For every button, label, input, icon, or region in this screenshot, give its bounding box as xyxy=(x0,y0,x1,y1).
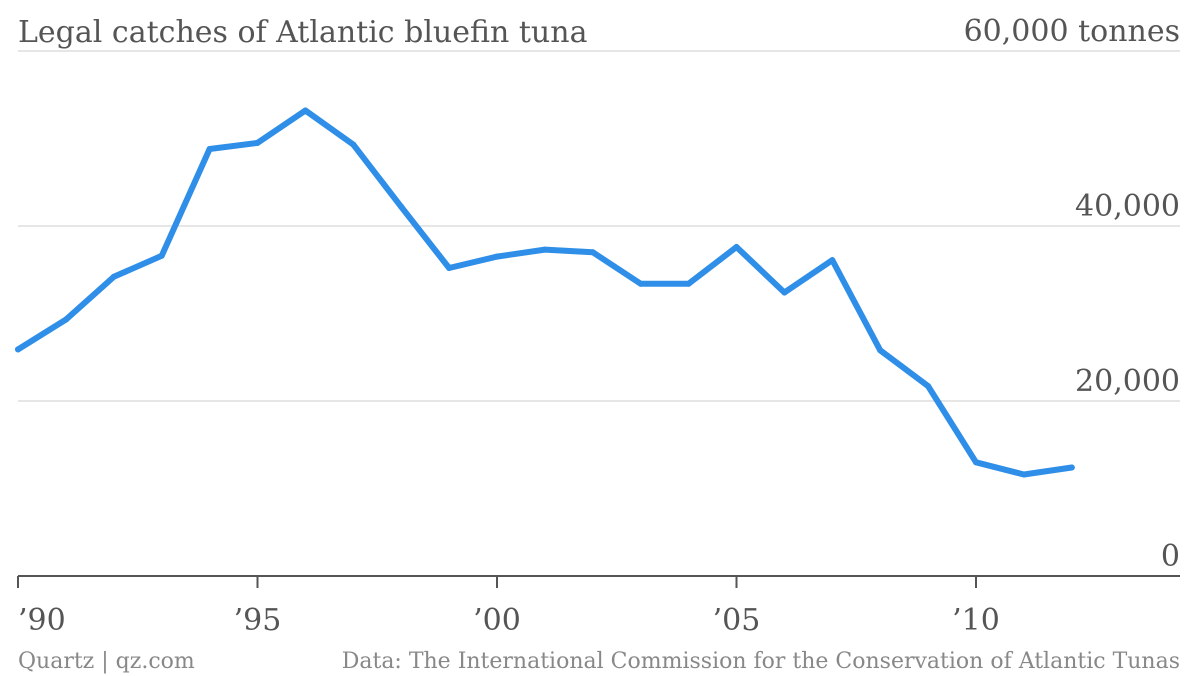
data-point xyxy=(781,289,788,296)
gridlines xyxy=(18,50,1180,402)
data-point xyxy=(589,249,596,256)
y-tick-label: 40,000 xyxy=(1075,189,1180,224)
series-line xyxy=(15,107,1075,478)
data-point xyxy=(973,459,979,466)
x-tick-label: ’05 xyxy=(713,603,761,638)
x-axis xyxy=(17,575,1180,588)
data-point xyxy=(685,280,692,287)
footer-source-left: Quartz | qz.com xyxy=(18,649,195,674)
data-point xyxy=(637,280,644,287)
data-point xyxy=(733,244,740,250)
chart-title: Legal catches of Atlantic bluefin tuna xyxy=(18,15,588,50)
data-point xyxy=(350,141,357,148)
data-point xyxy=(1068,464,1075,471)
data-point xyxy=(446,265,453,271)
data-point xyxy=(254,139,261,146)
y-tick-label: 0 xyxy=(1161,539,1180,574)
data-point xyxy=(62,316,69,323)
data-point xyxy=(541,246,548,253)
data-point xyxy=(1020,471,1027,478)
labels-layer: Legal catches of Atlantic bluefin tuna Q… xyxy=(18,14,1180,674)
data-point xyxy=(15,346,21,353)
series-layer xyxy=(15,107,1075,478)
data-point xyxy=(110,273,117,280)
y-tick-label: 60,000 tonnes xyxy=(964,14,1180,49)
x-tick-label: ’10 xyxy=(952,603,1000,638)
x-tick-label: ’90 xyxy=(18,603,66,638)
data-point xyxy=(925,383,932,390)
data-point xyxy=(302,107,309,114)
data-point xyxy=(494,253,500,260)
x-tick-label: ’95 xyxy=(234,603,282,638)
data-point xyxy=(206,146,213,152)
y-tick-label: 20,000 xyxy=(1075,364,1180,399)
data-point xyxy=(398,203,405,210)
data-point xyxy=(158,252,165,259)
data-point xyxy=(877,347,884,354)
x-tick-label: ’00 xyxy=(473,603,521,638)
footer-source-right: Data: The International Commission for t… xyxy=(342,649,1180,674)
data-point xyxy=(829,257,836,264)
